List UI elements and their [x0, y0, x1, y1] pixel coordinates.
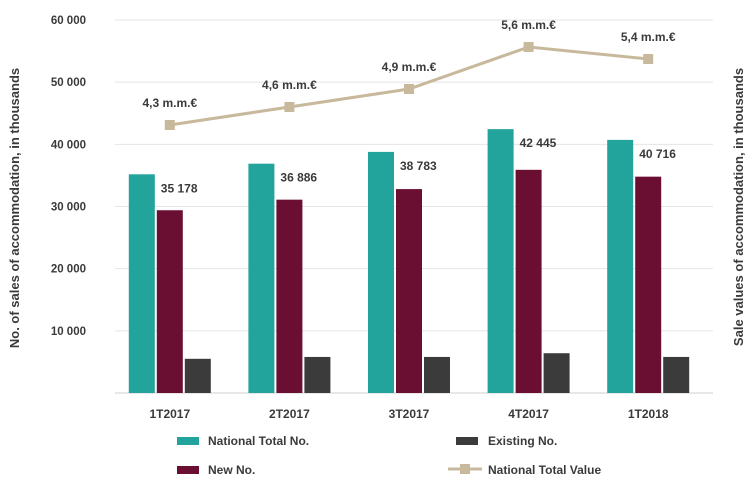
y-tick-label: 50 000 — [51, 77, 86, 89]
legend-swatch-line-marker — [460, 464, 470, 474]
y2-axis-title: Sale values of accommodation, in thousan… — [731, 68, 746, 346]
y-tick-label: 10 000 — [51, 326, 86, 338]
legend-label-existing: Existing No. — [488, 434, 557, 448]
bar-national-total-no — [368, 151, 394, 393]
x-category-label: 2T2017 — [269, 407, 310, 421]
legend-label-total-value: National Total Value — [488, 463, 601, 477]
bars — [128, 129, 690, 393]
bar-data-label: 40 716 — [639, 147, 676, 161]
bar-existing-no — [543, 353, 570, 393]
bar-national-total-no — [128, 174, 155, 393]
line-data-label: 4,9 m.m.€ — [382, 60, 437, 74]
bar-data-label: 42 445 — [520, 136, 557, 150]
x-category-label: 4T2017 — [508, 407, 549, 421]
x-axis-categories: 1T2017 2T2017 3T2017 4T2017 1T2018 — [149, 407, 668, 421]
bar-existing-no — [304, 356, 331, 393]
bar-new-no — [276, 199, 303, 393]
bar-existing-no — [184, 358, 211, 393]
legend: National Total No. Existing No. New No. … — [177, 434, 601, 477]
legend-swatch-national-total — [177, 437, 199, 445]
bar-new-no — [156, 210, 183, 393]
y-tick-label: 30 000 — [51, 202, 86, 214]
legend-swatch-existing — [456, 437, 478, 445]
x-category-label: 1T2017 — [149, 407, 190, 421]
bar-national-total-no — [248, 163, 275, 393]
line-data-label: 4,6 m.m.€ — [262, 78, 317, 92]
bar-data-label: 36 886 — [280, 171, 317, 185]
y-tick-label: 40 000 — [51, 139, 86, 151]
line-data-label: 5,4 m.m.€ — [621, 30, 676, 44]
bar-existing-no — [424, 356, 450, 393]
line-marker — [523, 42, 534, 52]
line-data-label: 4,3 m.m.€ — [142, 96, 197, 110]
y-axis-title: No. of sales of accommodation, in thousa… — [7, 68, 22, 348]
legend-label-national-total: National Total No. — [208, 434, 309, 448]
line-marker — [404, 84, 414, 94]
legend-swatch-new — [177, 466, 199, 474]
legend-label-new: New No. — [208, 463, 255, 477]
bar-data-label: 35 178 — [161, 181, 198, 195]
y-axis-ticks: 10 000 20 000 30 000 40 000 50 000 60 000 — [51, 15, 86, 338]
bar-national-total-no — [607, 139, 634, 393]
bar-new-no — [396, 189, 422, 393]
bar-data-labels: 35 178 36 886 38 783 42 445 40 716 — [161, 136, 676, 195]
bar-data-label: 38 783 — [400, 159, 437, 173]
line-marker — [284, 102, 295, 112]
x-category-label: 1T2018 — [628, 407, 669, 421]
line-marker — [164, 120, 175, 130]
y-tick-label: 20 000 — [51, 264, 86, 276]
value-line — [164, 42, 654, 130]
line-marker — [643, 54, 654, 64]
y-tick-label: 60 000 — [51, 15, 86, 27]
line-data-labels: 4,3 m.m.€ 4,6 m.m.€ 4,9 m.m.€ 5,6 m.m.€ 5,4 … — [142, 18, 675, 110]
bar-new-no — [635, 176, 662, 393]
bar-national-total-no — [487, 129, 514, 393]
bar-existing-no — [663, 356, 690, 393]
bar-new-no — [515, 169, 542, 393]
line-data-label: 5,6 m.m.€ — [501, 18, 556, 32]
x-category-label: 3T2017 — [389, 407, 430, 421]
